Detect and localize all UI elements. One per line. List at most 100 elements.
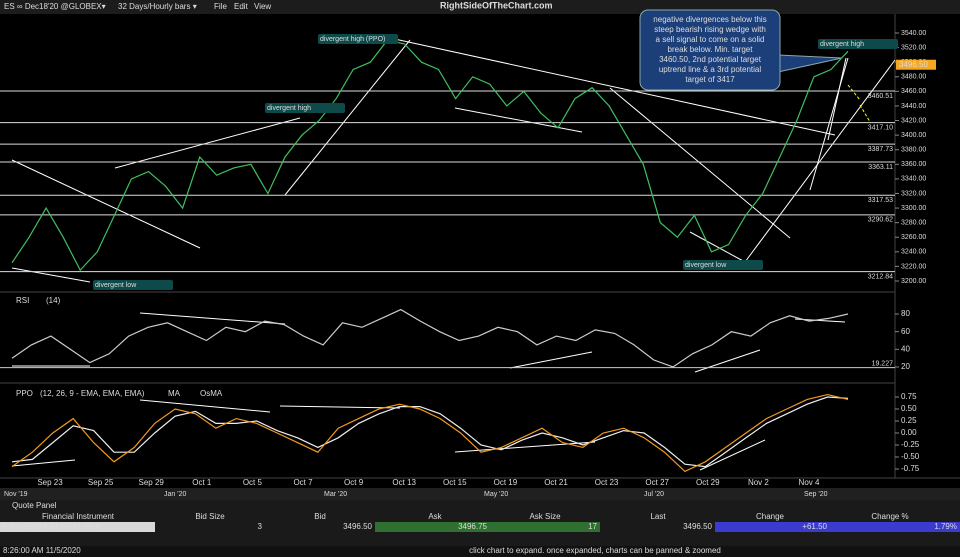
annotation-box — [318, 34, 398, 44]
column-header: Financial Instrument — [42, 512, 115, 521]
rsi-params: (14) — [46, 296, 61, 305]
callout-text: a sell signal to come on a solid — [656, 35, 765, 44]
menu-item[interactable]: View — [254, 2, 271, 11]
logo: RightSideOfTheChart.com — [440, 0, 553, 10]
last-price-box — [896, 59, 936, 70]
annotation: divergent high (PPO) — [320, 36, 385, 43]
annotation-box — [818, 39, 898, 49]
annotation-box — [683, 260, 763, 270]
level-label: 3290.62 — [868, 217, 893, 224]
y-tick-label: 3420.00 — [901, 117, 926, 124]
column-header: Bid — [314, 512, 326, 521]
ma-label: MA — [168, 389, 181, 398]
x-tick-label: Oct 5 — [243, 478, 263, 487]
quote-title: Quote Panel — [12, 501, 57, 510]
ma-line — [11, 396, 849, 468]
y-tick-label: 3460.00 — [901, 88, 926, 95]
trendlines — [11, 37, 896, 471]
target-arrows — [847, 84, 871, 123]
x-tick-label: Oct 15 — [443, 478, 467, 487]
column-header: Ask — [428, 512, 442, 521]
quote-value: 1.79% — [934, 522, 957, 531]
y-tick-label: -0.75 — [901, 464, 920, 473]
y-tick-label: 0.75 — [901, 392, 917, 401]
column-header: Ask Size — [529, 512, 561, 521]
status-time: 8:26:00 AM 11/5/2020 — [3, 546, 81, 555]
y-tick-label: 3300.00 — [901, 205, 926, 212]
rsi-line — [11, 308, 849, 368]
quote-value: 3 — [258, 522, 263, 531]
x-tick-label: Oct 21 — [544, 478, 568, 487]
callout-box — [639, 9, 781, 91]
y-tick-label: 0.00 — [901, 428, 917, 437]
quote-cell — [0, 522, 155, 532]
annotation: divergent low — [95, 282, 137, 289]
overview-label: Nov '19 — [4, 491, 28, 498]
y-tick-label: 20 — [901, 362, 910, 371]
y-tick-label: 3520.00 — [901, 44, 926, 51]
quote-cell — [830, 522, 960, 532]
x-tick-label: Oct 19 — [494, 478, 518, 487]
quote-value: ES ∞ Dec18'20 @GLOBEX — [3, 522, 101, 531]
y-tick-label: 3540.00 — [901, 30, 926, 37]
x-tick-label: Sep 23 — [37, 478, 63, 487]
ppo-line — [11, 393, 849, 473]
status-hint: click chart to expand. once expanded, ch… — [469, 546, 721, 555]
annotation: divergent low — [685, 262, 727, 269]
y-tick-label: 3400.00 — [901, 132, 926, 139]
callout-text: break below. Min. target — [668, 45, 754, 54]
menu-item[interactable]: File — [214, 2, 227, 11]
quote-value: 17 — [588, 522, 597, 531]
ppo-title: PPO — [16, 389, 33, 398]
last-price: 3496.50 — [899, 60, 928, 69]
level-label: 3317.53 — [868, 197, 893, 204]
x-tick-label: Nov 2 — [748, 478, 769, 487]
y-tick-label: 3260.00 — [901, 234, 926, 241]
column-header: Bid Size — [195, 512, 225, 521]
level-label: 3417.10 — [868, 124, 893, 131]
y-tick-label: 0.25 — [901, 416, 917, 425]
y-tick-label: 3440.00 — [901, 103, 926, 110]
x-tick-label: Oct 29 — [696, 478, 720, 487]
callout-text: 3460.50, 2nd potential target — [659, 55, 762, 64]
annotation: divergent high — [267, 105, 311, 112]
quote-value: +61.50 — [802, 522, 827, 531]
y-tick-label: -0.25 — [901, 440, 920, 449]
x-tick-label: Oct 27 — [645, 478, 669, 487]
overview-label: May '20 — [484, 491, 508, 498]
y-tick-label: 60 — [901, 327, 910, 336]
y-tick-label: 3240.00 — [901, 249, 926, 256]
rsi-level-label: 19.227 — [872, 361, 894, 368]
x-tick-label: Oct 23 — [595, 478, 619, 487]
quote-cell — [490, 522, 600, 532]
quote-value: 3496.75 — [458, 522, 487, 531]
y-tick-label: 40 — [901, 344, 910, 353]
quote-cell — [600, 522, 715, 532]
x-tick-label: Oct 7 — [293, 478, 313, 487]
x-tick-label: Oct 1 — [192, 478, 212, 487]
y-tick-label: 3480.00 — [901, 74, 926, 81]
column-header: Change % — [871, 512, 908, 521]
y-tick-label: 0.50 — [901, 404, 917, 413]
quote-value: 3496.50 — [683, 522, 712, 531]
x-tick-label: Nov 4 — [799, 478, 820, 487]
period: 32 Days/Hourly bars ▾ — [118, 2, 197, 11]
price-line — [11, 39, 849, 272]
rsi-title: RSI — [16, 296, 29, 305]
x-tick-label: Sep 29 — [139, 478, 165, 487]
overview-label: Jan '20 — [164, 491, 186, 498]
column-header: Last — [650, 512, 666, 521]
menu-item[interactable]: Edit — [234, 2, 249, 11]
level-label: 3363.11 — [868, 164, 893, 171]
x-tick-label: Oct 13 — [392, 478, 416, 487]
quote-cell — [265, 522, 375, 532]
y-tick-label: 3380.00 — [901, 147, 926, 154]
column-header: Change — [756, 512, 785, 521]
y-tick-label: 80 — [901, 309, 910, 318]
level-label: 3212.84 — [868, 273, 893, 280]
annotation-box — [265, 103, 345, 113]
y-tick-label: 3340.00 — [901, 176, 926, 183]
quote-cell — [375, 522, 490, 532]
overview-label: Jul '20 — [644, 491, 664, 498]
